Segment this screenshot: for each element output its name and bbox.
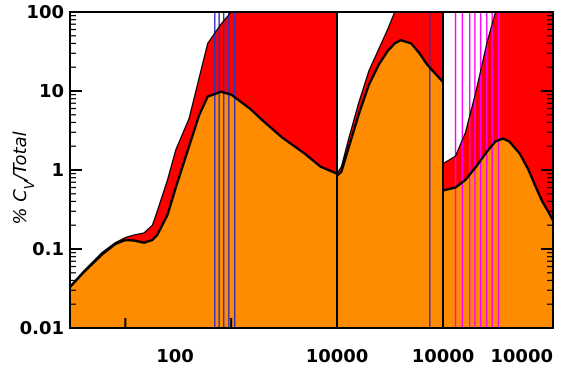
y-axis-title-prefix: % C bbox=[10, 189, 31, 225]
panel-1 bbox=[69, 11, 338, 329]
x-tick-label: 10000 bbox=[306, 346, 369, 367]
panel-2 bbox=[336, 11, 444, 329]
series-area-orange-panel-2 bbox=[337, 40, 443, 328]
series-line-orange-panel-3 bbox=[443, 137, 553, 221]
y-axis-title-suffix: /Total bbox=[10, 131, 31, 182]
series-line-red-panel-2 bbox=[337, 12, 443, 174]
series-line-red-panel-1 bbox=[70, 12, 337, 287]
series-line-red-panel-3 bbox=[443, 12, 553, 165]
x-tick-label: 10000 bbox=[412, 346, 475, 367]
y-tick-label: 100 bbox=[26, 2, 64, 23]
y-tick-label: 0.1 bbox=[32, 239, 64, 260]
y-tick-label: 1 bbox=[51, 160, 64, 181]
series-line-orange-panel-1 bbox=[70, 90, 337, 288]
y-axis-title-sub: V bbox=[23, 179, 38, 189]
plot-panels bbox=[69, 11, 554, 329]
x-axis: 100 10000 10000 10000 bbox=[124, 318, 553, 367]
series-area-orange-panel-1 bbox=[70, 91, 337, 328]
x-tick-label: 10000 bbox=[490, 346, 553, 367]
y-tick-label: 0.01 bbox=[20, 318, 64, 339]
y-tick-label: 10 bbox=[39, 81, 64, 102]
panel-3 bbox=[442, 11, 554, 329]
y-axis: 0.01 0.1 1 10 100 bbox=[20, 2, 553, 339]
x-tick-label: 100 bbox=[156, 346, 194, 367]
series-line-orange-panel-2 bbox=[337, 38, 443, 177]
y-axis-title: % CV/Total bbox=[10, 131, 38, 224]
